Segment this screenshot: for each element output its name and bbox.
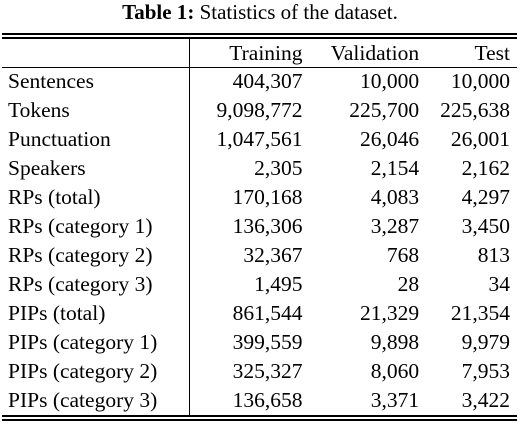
cell-training: 9,098,772: [216, 98, 303, 122]
statistics-table: Training Validation Test Sentences 404,30…: [2, 39, 517, 415]
cell-test: 9,979: [461, 330, 510, 354]
cell-validation: 3,371: [370, 388, 420, 412]
bottom-rule-upper: [2, 415, 517, 417]
cell-validation: 21,329: [359, 301, 420, 325]
cell-validation: 10,000: [359, 69, 420, 93]
cell-test: 3,450: [461, 214, 510, 238]
cell-training: 136,658: [232, 388, 303, 412]
row-label: Sentences: [8, 69, 94, 93]
cell-test: 34: [488, 272, 511, 296]
cell-validation: 9,898: [370, 330, 420, 354]
cell-validation: 2,154: [370, 156, 420, 180]
cell-training: 325,327: [232, 359, 303, 383]
table-row: PIPs (category 1) 399,559 9,898 9,979: [2, 328, 517, 357]
cell-training: 1,047,561: [216, 127, 303, 151]
caption-text: Statistics of the dataset.: [194, 0, 398, 24]
cell-test: 4,297: [461, 185, 510, 209]
cell-training: 2,305: [254, 156, 303, 180]
row-label: Speakers: [8, 156, 86, 180]
cell-training: 170,168: [232, 185, 303, 209]
header-label-column: [2, 39, 193, 67]
header-rule: [2, 67, 517, 68]
cell-validation: 3,287: [370, 214, 420, 238]
cell-validation: 225,700: [349, 98, 420, 122]
caption-separator: :: [187, 0, 195, 24]
header-validation: Validation: [330, 41, 420, 65]
header-row: Training Validation Test: [2, 39, 517, 67]
row-label: RPs (total): [8, 185, 101, 209]
table-row: Tokens 9,098,772 225,700 225,638: [2, 96, 517, 125]
table-row: PIPs (category 3) 136,658 3,371 3,422: [2, 386, 517, 415]
cell-training: 32,367: [243, 243, 303, 267]
cell-test: 21,354: [450, 301, 510, 325]
row-label: RPs (category 3): [8, 272, 153, 296]
table-row: RPs (category 3) 1,495 28 34: [2, 270, 517, 299]
cell-test: 225,638: [440, 98, 510, 122]
cell-test: 10,000: [450, 69, 510, 93]
row-label: PIPs (category 1): [8, 330, 158, 354]
top-rule-outer: [2, 33, 517, 35]
cell-validation: 4,083: [370, 185, 420, 209]
cell-validation: 28: [397, 272, 420, 296]
cell-training: 1,495: [254, 272, 303, 296]
row-label: RPs (category 1): [8, 214, 153, 238]
caption-label: Table 1: [122, 0, 188, 24]
cell-validation: 26,046: [359, 127, 420, 151]
row-label: Punctuation: [8, 127, 111, 151]
table-row: Punctuation 1,047,561 26,046 26,001: [2, 125, 517, 154]
row-label: PIPs (category 3): [8, 388, 158, 412]
cell-training: 136,306: [232, 214, 303, 238]
table-row: RPs (category 1) 136,306 3,287 3,450: [2, 212, 517, 241]
table-body: Sentences 404,307 10,000 10,000 Tokens 9,098,…: [2, 67, 517, 415]
header-test: Test: [474, 41, 510, 65]
top-rule-inner: [2, 37, 517, 39]
cell-test: 26,001: [450, 127, 510, 151]
cell-test: 813: [477, 243, 510, 267]
table-row: PIPs (total) 861,544 21,329 21,354: [2, 299, 517, 328]
label-column-divider: [189, 39, 190, 415]
cell-training: 861,544: [232, 301, 303, 325]
cell-training: 399,559: [232, 330, 303, 354]
table-header: Training Validation Test: [2, 39, 517, 67]
row-label: PIPs (category 2): [8, 359, 158, 383]
cell-test: 2,162: [461, 156, 510, 180]
bottom-rule-lower: [2, 419, 517, 421]
cell-test: 7,953: [461, 359, 510, 383]
table-caption: Table 1: Statistics of the dataset.: [0, 0, 520, 26]
row-label: PIPs (total): [8, 301, 106, 325]
row-label: RPs (category 2): [8, 243, 153, 267]
table-row: Sentences 404,307 10,000 10,000: [2, 67, 517, 96]
row-label: Tokens: [8, 98, 70, 122]
cell-validation: 8,060: [370, 359, 420, 383]
table-row: RPs (total) 170,168 4,083 4,297: [2, 183, 517, 212]
table-row: RPs (category 2) 32,367 768 813: [2, 241, 517, 270]
cell-training: 404,307: [232, 69, 303, 93]
cell-test: 3,422: [461, 388, 510, 412]
table-row: PIPs (category 2) 325,327 8,060 7,953: [2, 357, 517, 386]
table-row: Speakers 2,305 2,154 2,162: [2, 154, 517, 183]
header-training: Training: [229, 41, 303, 65]
cell-validation: 768: [386, 243, 420, 267]
